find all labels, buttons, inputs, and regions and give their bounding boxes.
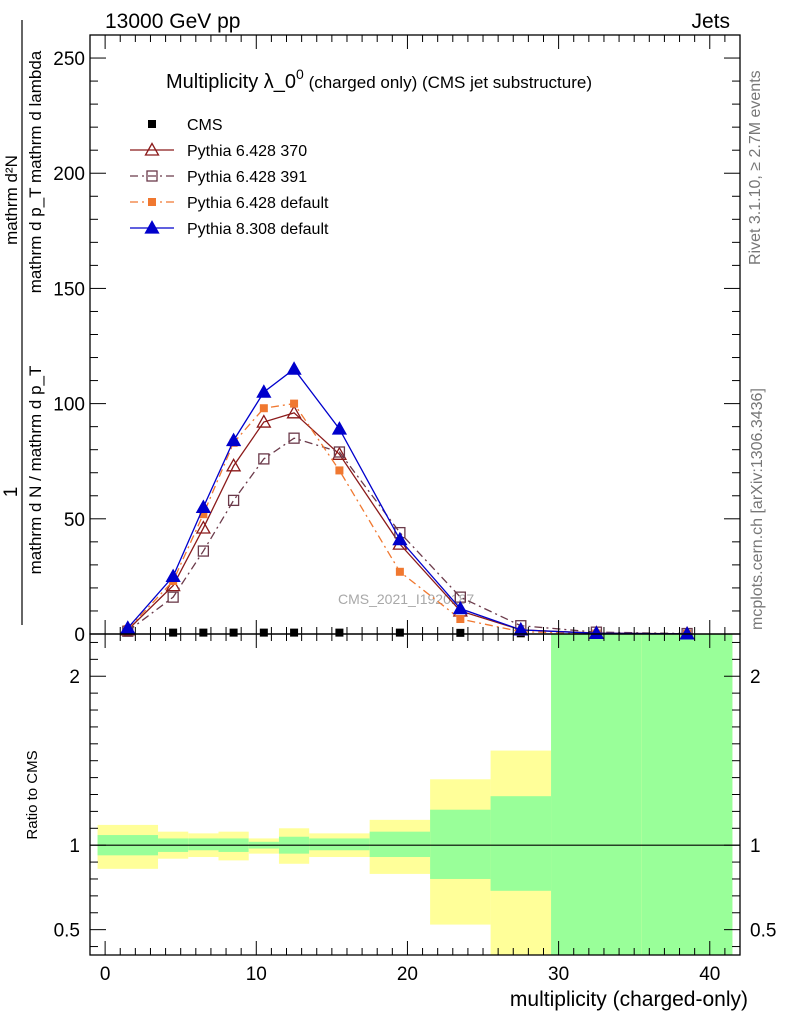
ratio-y-label: Ratio to CMS [24,750,41,839]
legend: CMS Pythia 6.428 370 Pythia 6.428 391 Pythi… [130,117,329,238]
series-3-point-4 [259,404,268,413]
main-series [120,361,695,640]
series-4-point-9 [513,622,529,636]
r-tick-label-1-l: 1 [69,836,80,857]
x-tick-label-30: 30 [548,964,569,985]
legend-marker-1 [144,142,160,156]
main-title-text: Multiplicity λ_0 [166,71,296,93]
y-tick-label-200: 200 [53,164,85,185]
series-0-point-4 [259,628,268,637]
series-line-2 [127,437,688,635]
series-0-point-2 [199,628,208,637]
rivet-version-label: Rivet 3.1.10, ≥ 2.7M events [747,70,764,265]
energy-label: 13000 GeV pp [105,10,240,33]
series-4-point-7 [392,531,408,546]
series-3-point-6 [335,466,344,475]
main-title-suffix: (charged only) (CMS jet substructure) [304,73,592,92]
series-1-point-5 [286,405,302,419]
r-tick-label-0.5-l: 0.5 [54,921,80,942]
series-4-point-10 [588,625,605,639]
legend-marker-3 [148,198,156,206]
main-y-label: 1 mathrm d N / mathrm d p_T mathrm d²N m… [1,20,45,625]
series-4-point-0 [120,620,136,634]
series-3-point-7 [395,567,404,576]
legend-label-4: Pythia 8.308 default [187,221,329,238]
ratio-band-inner-6 [309,838,370,851]
legend-label-2: Pythia 6.428 391 [187,169,307,186]
x-tick-label-0: 0 [100,964,111,985]
r-tick-label-0.5-r: 0.5 [750,921,776,942]
main-title-sup: 0 [296,66,304,82]
x-tick-label-40: 40 [699,964,720,985]
series-4-point-3 [225,432,242,447]
r-tick-label-2-r: 2 [750,667,761,688]
y-label-den: mathrm d p_T mathrm d lambda [26,50,45,293]
y-label-pre-num: 1 [1,487,22,498]
ratio-band-inner-11 [641,634,733,955]
series-1-point-4 [256,414,272,428]
series-2-point-3 [227,494,240,507]
series-3-point-5 [290,399,299,408]
series-4-point-1 [165,568,181,583]
y-tick-label-50: 50 [64,510,85,531]
series-0-point-7 [395,628,404,637]
series-2-point-5 [288,432,300,444]
ratio-band-inner-2 [188,838,219,851]
mcplots-label: mcplots.cern.ch [arXiv:1306.3436] [749,388,766,630]
axes: 0 10 20 30 40 0 50 100 150 200 250 0.5 0.5 1 1 2 2 [53,34,776,985]
y-tick-label-0: 0 [74,625,85,646]
process-label: Jets [691,10,730,33]
series-2-point-1 [167,591,179,603]
series-2-point-2 [197,545,210,557]
r-tick-label-2-l: 2 [69,667,80,688]
series-4-point-2 [195,499,211,513]
x-tick-label-10: 10 [246,964,267,985]
y-label-pre-den: mathrm d N / mathrm d p_T [26,366,45,575]
ratio-band-inner-7 [369,831,431,858]
series-4-point-6 [331,421,348,435]
main-title: Multiplicity λ_00 (charged only) (CMS je… [166,66,592,93]
y-tick-label-150: 150 [53,279,85,300]
series-0-point-5 [290,628,299,637]
ratio-band-inner-8 [430,809,491,879]
series-4-point-5 [286,361,302,375]
series-1-point-2 [195,520,211,534]
legend-marker-0 [148,120,156,128]
x-axis-label: multiplicity (charged-only) [510,988,748,1011]
series-4-point-11 [679,626,695,640]
series-2-point-4 [258,453,270,465]
series-2 [122,432,693,640]
x-tick-label-20: 20 [397,964,418,985]
series-1-point-3 [225,457,242,472]
ratio-bands [90,634,740,955]
series-line-4 [127,368,688,635]
legend-marker-2 [146,170,158,182]
series-0-point-1 [169,628,178,637]
y-label-num: mathrm d²N [2,155,21,245]
series-3-point-2 [199,510,208,519]
series-4-point-8 [452,600,468,615]
series-2-point-6 [333,446,346,458]
series-4 [120,361,695,640]
series-0-point-6 [335,628,344,637]
r-tick-label-1-r: 1 [750,836,761,857]
series-3-point-8 [456,615,465,624]
legend-label-1: Pythia 6.428 370 [187,143,307,160]
series-1-point-6 [331,446,348,460]
y-tick-label-100: 100 [53,395,85,416]
series-4-point-4 [256,384,272,398]
legend-label-0: CMS [187,117,223,134]
ratio-band-inner-9 [490,796,552,891]
legend-marker-4 [144,220,160,234]
series-0-point-8 [456,628,465,637]
ratio-band-inner-10 [551,634,642,955]
series-line-3 [127,402,688,635]
series-0-point-3 [229,628,238,637]
legend-label-3: Pythia 6.428 default [187,195,329,212]
y-tick-label-250: 250 [53,49,85,70]
